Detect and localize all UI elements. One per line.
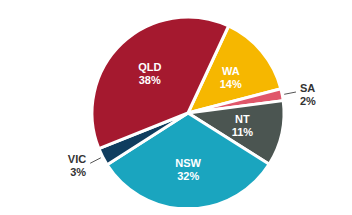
svg-text:SA2%: SA2% [300, 82, 316, 107]
svg-text:VIC3%: VIC3% [68, 153, 87, 178]
svg-text:NT11%: NT11% [232, 113, 254, 138]
svg-text:NSW32%: NSW32% [175, 157, 201, 182]
svg-text:WA14%: WA14% [220, 65, 242, 90]
svg-text:QLD38%: QLD38% [138, 61, 161, 86]
